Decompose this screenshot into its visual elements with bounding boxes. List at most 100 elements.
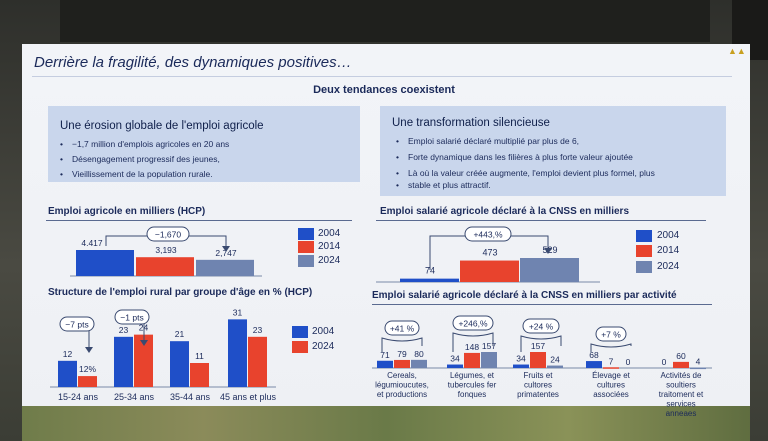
chart3-value-label-2024-0: 12% [79,364,96,374]
chart4-annotation-0-bubble [384,320,420,336]
chart1-title: Emploi agricole en milliers (HCP) [48,206,206,217]
chart4-bar-2004-1 [447,364,463,368]
chart4-annotation-2-text: +24 % [529,322,554,332]
chart3-category-label-3: 45 ans et plus [220,392,277,402]
chart4-value-label-2014-0: 79 [397,349,407,359]
chart2-annotation-bubble [464,226,512,242]
chart2-bar-2024 [520,258,579,282]
legend1-label-2024: 2024 [318,255,341,266]
legend1-swatch-2014 [298,241,314,253]
chart4-annotation-3-text: +7 % [601,330,621,340]
chart4-value-label-2024-1: 157 [482,341,496,351]
chart4-arrow-0 [381,337,423,352]
chart2-bar-2014 [460,260,519,282]
legend2-label-2024: 2024 [657,261,680,272]
chart3-annotation-1-text: −1 pts [120,313,143,323]
chart4-bar-2004-2 [513,364,529,368]
right-box-heading: Une transformation silencieuse [392,117,550,129]
legend2-label-2014: 2014 [657,245,680,256]
slide-background-photo [22,406,750,441]
chart1-value-label-0: 4.417 [81,238,103,248]
chart4-value-label-2024-2: 24 [550,355,560,365]
chart4-bar-2014-1 [464,352,480,368]
screen-top-frame [60,0,710,42]
chart4-bar-2004-3 [586,361,602,368]
chart4-arrow-3 [590,343,632,352]
legend2-swatch-2024 [636,261,652,273]
legend1-swatch-2024 [298,255,314,267]
chart4-title-line [372,304,712,305]
chart4-category-label-4-3: services [666,400,695,409]
logo-icon: ▲▲ [728,46,746,56]
chart4-value-label-2004-4: 0 [662,357,667,367]
chart4-bar-2014-4 [673,361,689,368]
chart4-value-label-2024-4: 4 [696,357,701,367]
chart3-bar-2024-2 [190,363,209,387]
chart4-title: Emploi salarié agricole déclaré à la CNS… [372,290,677,301]
chart3-category-label-0: 15-24 ans [58,392,99,402]
left-bullet-2: Désengagement progressif des jeunes, [60,154,220,164]
chart1-arrowhead [222,246,230,252]
chart3-value-label-2024-3: 23 [253,325,263,335]
legend2-label-2004: 2004 [657,230,680,241]
chart2-title: Emploi salarié agricole déclaré à la CNS… [380,206,630,217]
left-bullet-1: −1,7 million d'emplois agricoles en 20 a… [60,139,229,149]
chart4-category-label-0-2: et productions [377,390,427,399]
chart1-value-label-1: 3,193 [155,245,177,255]
chart3-bar-2004-1 [114,336,133,387]
legend3-label-2024: 2024 [312,341,335,352]
chart3-value-label-2004-2: 21 [175,329,185,339]
chart4-value-label-2004-1: 34 [450,354,460,364]
chart3-title: Structure de l'emploi rural par groupe d… [48,287,313,298]
chart1-bar-2004 [76,250,134,276]
chart4-value-label-2014-1: 148 [465,342,479,352]
chart2-value-label-0: 74 [425,266,435,276]
chart4-category-label-1-1: tubercules fer [448,381,497,390]
legend3-label-2004: 2004 [312,326,335,337]
right-bullet-3-cont: stable et plus attractif. [396,180,491,190]
chart3-value-label-2024-2: 11 [195,351,204,361]
chart4-bar-2024-0 [411,359,427,368]
legend3-swatch-2024 [292,341,308,353]
chart4-category-label-3-0: Élevage et [592,371,631,380]
chart3-value-label-2004-1: 23 [119,325,129,335]
chart4-bar-2024-1 [481,352,497,368]
chart4-value-label-2014-4: 60 [676,351,686,361]
chart3-annotation-0-bubble [59,316,95,332]
left-box-heading: Une érosion globale de l'emploi agricole [60,120,264,132]
chart3-bar-2024-0 [78,376,97,387]
chart4-category-label-1-2: fonques [458,390,486,399]
chart4-value-label-2014-2: 157 [531,341,545,351]
chart4-category-label-4-2: traitoment et [659,390,704,399]
chart4-category-label-3-1: cultures [597,381,625,390]
right-bullet-1: Emploi salarié déclaré multiplié par plu… [396,136,579,146]
chart3-value-label-2004-0: 12 [63,349,73,359]
chart4-annotation-0-text: +41 % [390,324,415,334]
chart4-arrow-1 [452,332,494,352]
chart1-annotation-text: −1,670 [155,230,182,240]
chart3-bar-2024-1 [134,334,153,387]
chart4-category-label-2-0: Fruits et [524,371,554,380]
chart4-annotation-3-bubble [595,326,627,342]
chart1-bar-2014 [136,257,194,276]
chart3-arrowhead-1 [140,340,148,346]
legend1-swatch-2004 [298,228,314,240]
legend1-label-2014: 2014 [318,241,341,252]
legend1-label-2004: 2004 [318,228,341,239]
legend2-swatch-2004 [636,230,652,242]
left-bullet-3: Vieillissement de la population rurale. [60,169,213,179]
chart4-category-label-2-2: primatentes [517,390,559,399]
chart4-category-label-4-1: soultiers [666,381,696,390]
chart4-annotation-1-bubble [452,315,494,331]
chart3-arrowhead-0 [85,347,93,353]
chart4-value-label-2024-3: 0 [626,357,631,367]
legend3-swatch-2004 [292,326,308,338]
chart4-category-label-0-0: Cereals, [387,371,417,380]
chart4-arrow-2 [520,335,562,352]
chart4-bar-2014-0 [394,359,410,368]
slide-title: Derrière la fragilité, des dynamiques po… [34,54,352,71]
chart2-title-line [376,220,706,221]
chart1-bar-2024 [196,259,254,276]
chart3-category-label-2: 35-44 ans [170,392,211,402]
